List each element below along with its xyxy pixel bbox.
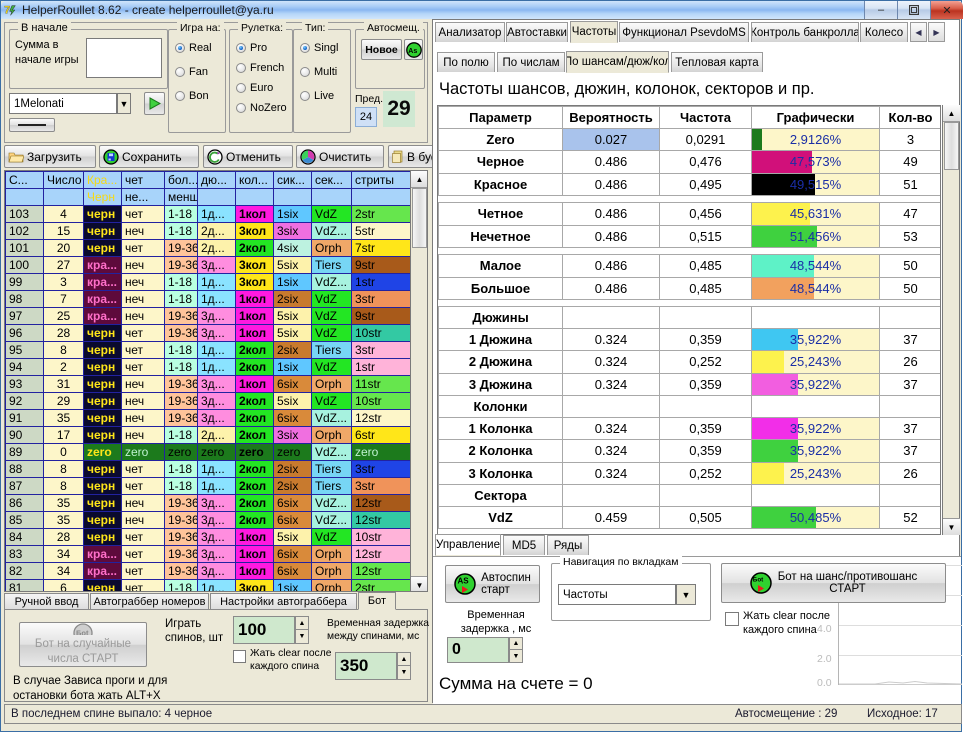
svg-text:7: 7 <box>4 5 10 17</box>
svg-text:As: As <box>408 48 417 55</box>
svg-text:Бot: Бot <box>76 629 89 636</box>
svg-text:Бot: Бot <box>753 577 764 584</box>
svg-text:AS: AS <box>458 577 470 586</box>
